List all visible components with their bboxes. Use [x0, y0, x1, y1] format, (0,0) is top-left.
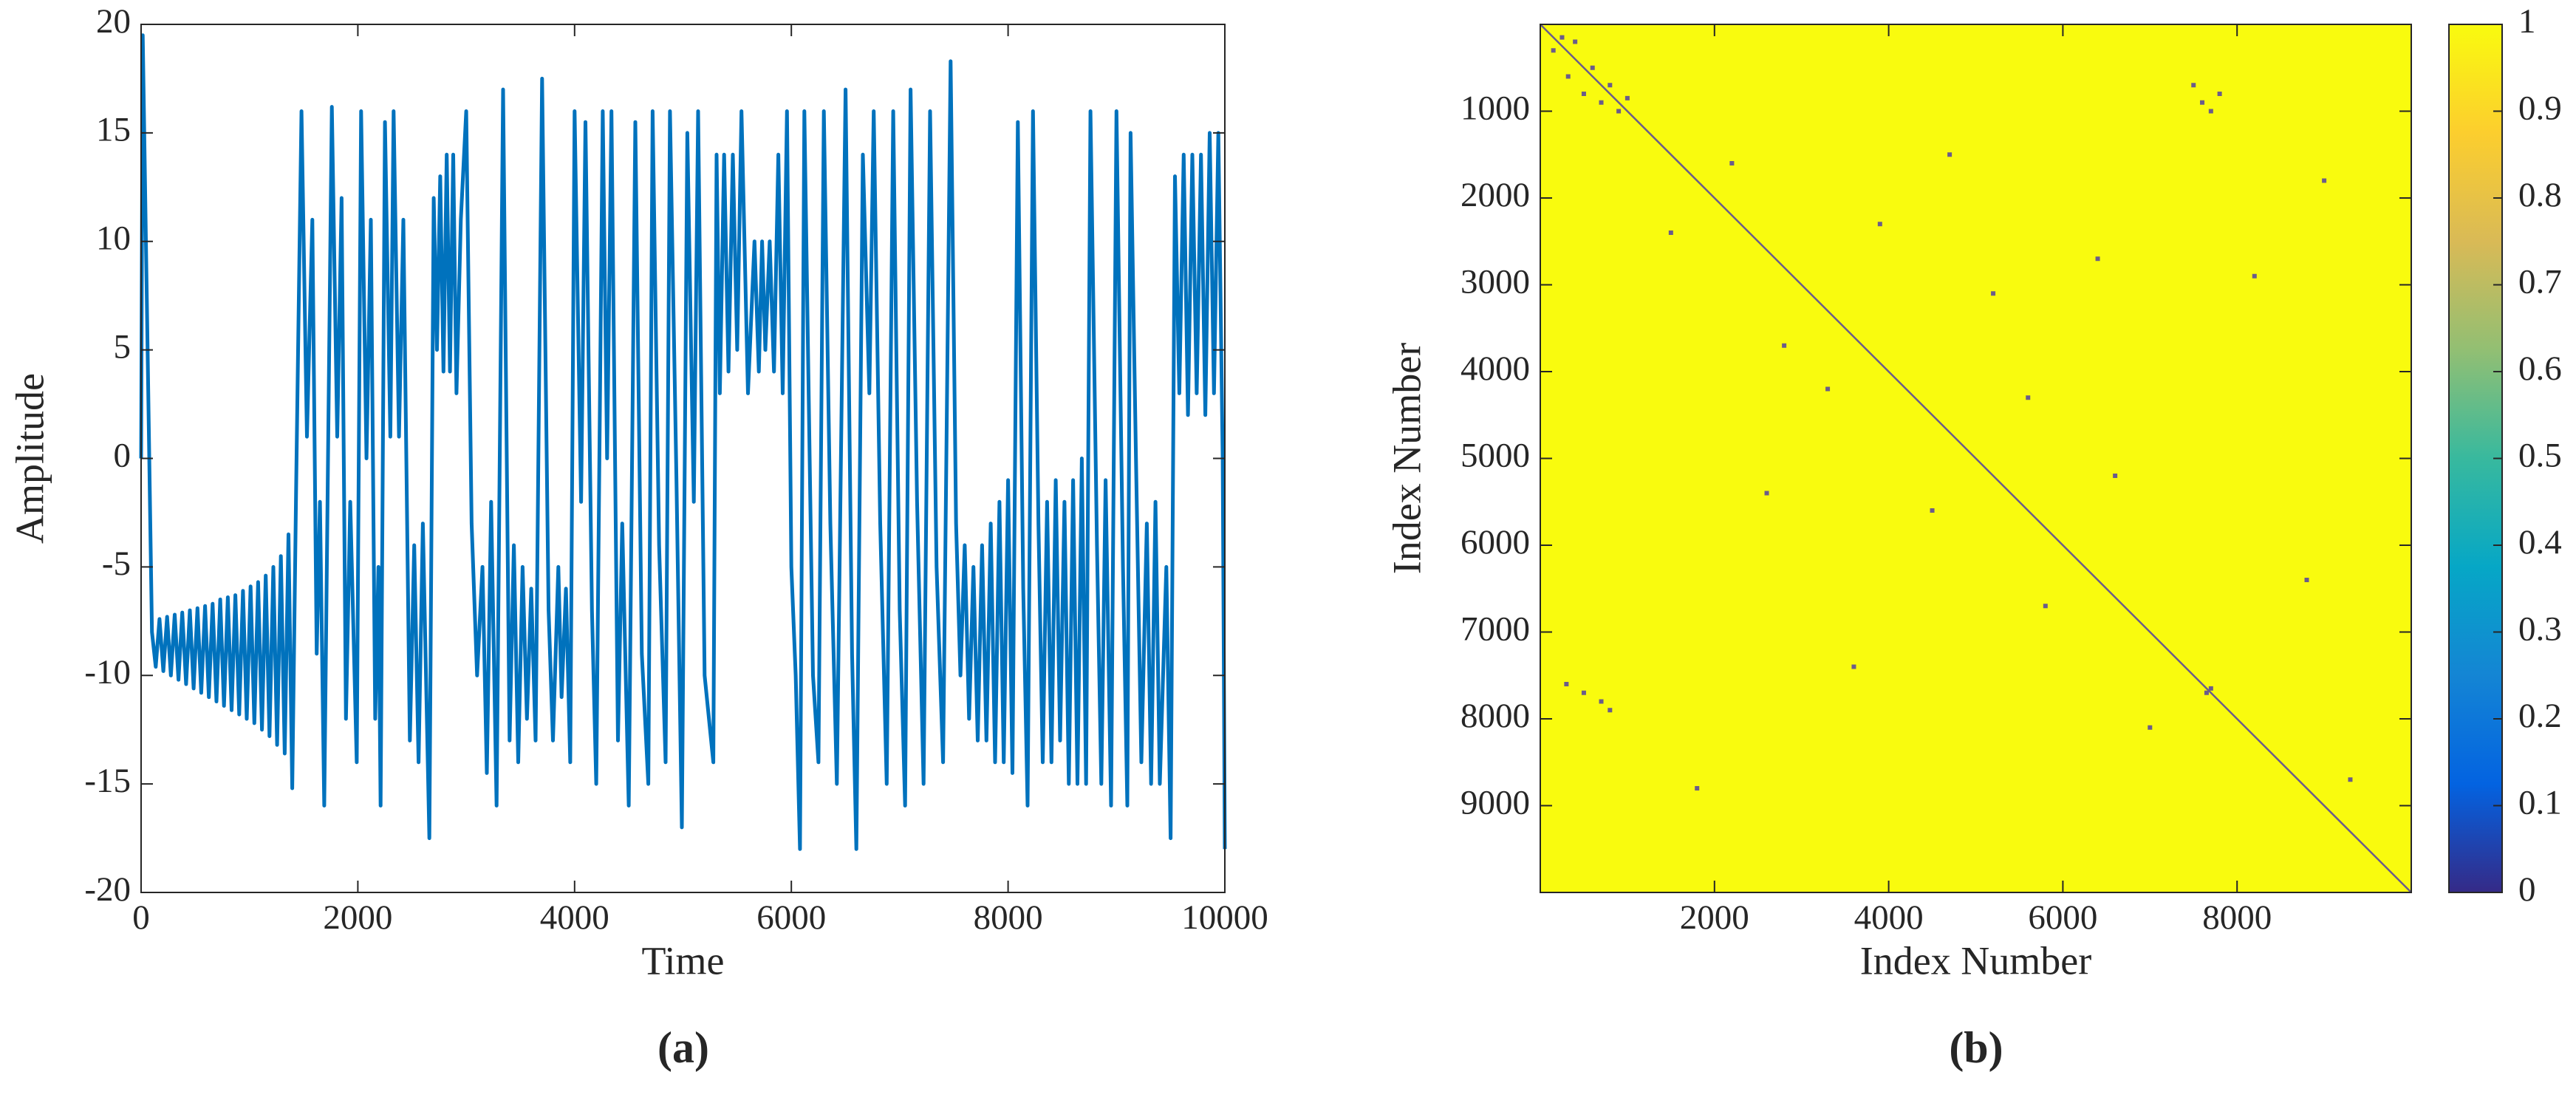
y-tick-label: 8000 — [1460, 697, 1530, 735]
recurrence-point — [2043, 604, 2048, 609]
colorbar-tick-label: 0.7 — [2518, 262, 2562, 301]
recurrence-point — [2095, 256, 2100, 262]
recurrence-point — [1551, 48, 1556, 53]
recurrence-point — [1851, 664, 1856, 669]
colorbar-tick-label: 0 — [2518, 870, 2536, 909]
recurrence-point — [1764, 491, 1769, 496]
y-tick-label: 5000 — [1460, 436, 1530, 474]
x-tick-label: 8000 — [974, 898, 1043, 937]
recurrence-point — [2208, 686, 2213, 691]
y-tick-label: -5 — [102, 544, 131, 583]
recurrence-point — [1581, 92, 1586, 96]
colorbar-tick-label: 0.6 — [2518, 349, 2562, 388]
x-tick-label: 6000 — [2028, 898, 2097, 937]
recurrence-point — [1564, 682, 1569, 686]
recurrence-point — [1565, 74, 1571, 79]
y-axis-label: Amplitude — [7, 373, 52, 544]
recurrence-point — [1947, 152, 1953, 157]
recurrence-point — [1616, 109, 1622, 114]
panel-label: (b) — [1949, 1023, 2003, 1072]
recurrence-point — [2113, 474, 2118, 478]
recurrence-point — [1930, 508, 1935, 513]
y-tick-label: 5 — [114, 327, 131, 366]
recurrence-point — [2348, 777, 2353, 782]
recurrence-point — [1668, 230, 1673, 235]
recurrence-point — [1590, 65, 1595, 70]
recurrence-point — [1729, 161, 1735, 165]
colorbar-tick-label: 0.8 — [2518, 176, 2562, 214]
y-tick-label: 20 — [96, 2, 131, 41]
recurrence-point — [1825, 386, 1831, 392]
y-tick-label: -10 — [84, 653, 131, 691]
colorbar-tick-label: 0.5 — [2518, 436, 2562, 474]
x-axis-label: Index Number — [1860, 938, 2091, 983]
colorbar-tick-label: 0.3 — [2518, 609, 2562, 648]
colorbar-tick-label: 0.2 — [2518, 697, 2562, 735]
recurrence-point — [1877, 222, 1882, 227]
recurrence-point — [2252, 273, 2257, 279]
x-tick-label: 2000 — [323, 898, 392, 937]
axes-box — [1540, 24, 2412, 893]
x-tick-label: 6000 — [756, 898, 826, 937]
recurrence-point — [2304, 578, 2309, 582]
recurrence-point — [2191, 83, 2196, 88]
x-tick-label: 2000 — [1680, 898, 1749, 937]
x-tick-label: 0 — [132, 898, 150, 937]
diagonal — [1540, 24, 2412, 893]
recurrence-point — [2204, 690, 2209, 695]
panel-label: (a) — [657, 1023, 709, 1072]
recurrence-point — [1599, 100, 1604, 105]
y-tick-label: 1000 — [1460, 89, 1530, 127]
y-tick-label: 9000 — [1460, 783, 1530, 822]
axes-box — [140, 24, 1226, 893]
y-tick-label: 10 — [96, 219, 131, 258]
recurrence-point — [1608, 83, 1613, 88]
recurrence-point — [1782, 343, 1787, 348]
recurrence-point — [1581, 690, 1586, 695]
recurrence-point — [2148, 725, 2153, 730]
y-axis-label: Index Number — [1384, 343, 1429, 574]
data-line — [139, 33, 1227, 851]
recurrence-point — [1695, 786, 1700, 790]
recurrence-point — [2026, 395, 2031, 400]
colorbar-tick-label: 0.4 — [2518, 523, 2562, 561]
y-tick-label: 4000 — [1460, 349, 1530, 388]
colorbar-tick-label: 0.9 — [2518, 89, 2562, 127]
recurrence-point — [1599, 699, 1604, 704]
y-tick-label: 2000 — [1460, 176, 1530, 214]
recurrence-point — [2217, 92, 2222, 96]
y-tick-label: 6000 — [1460, 523, 1530, 561]
x-tick-label: 10000 — [1181, 898, 1268, 937]
y-tick-label: -15 — [84, 762, 131, 800]
recurrence-point — [1608, 708, 1613, 713]
recurrence-point — [2322, 178, 2327, 183]
recurrence-point — [2200, 100, 2205, 105]
x-axis-label: Time — [641, 938, 724, 983]
recurrence-point — [1573, 39, 1578, 44]
recurrence-point — [1624, 95, 1630, 100]
colorbar-tick-label: 0.1 — [2518, 783, 2562, 822]
y-tick-label: 3000 — [1460, 262, 1530, 301]
x-tick-label: 4000 — [1854, 898, 1924, 937]
y-tick-label: -20 — [84, 870, 131, 909]
y-tick-label: 15 — [96, 111, 131, 149]
x-tick-label: 4000 — [540, 898, 609, 937]
recurrence-point — [1559, 35, 1565, 40]
y-tick-label: 7000 — [1460, 609, 1530, 648]
recurrence-point — [2208, 109, 2213, 114]
recurrence-point — [1991, 291, 1996, 296]
colorbar-tick-label: 1 — [2518, 2, 2536, 41]
y-tick-label: 0 — [114, 436, 131, 474]
x-tick-label: 8000 — [2202, 898, 2272, 937]
